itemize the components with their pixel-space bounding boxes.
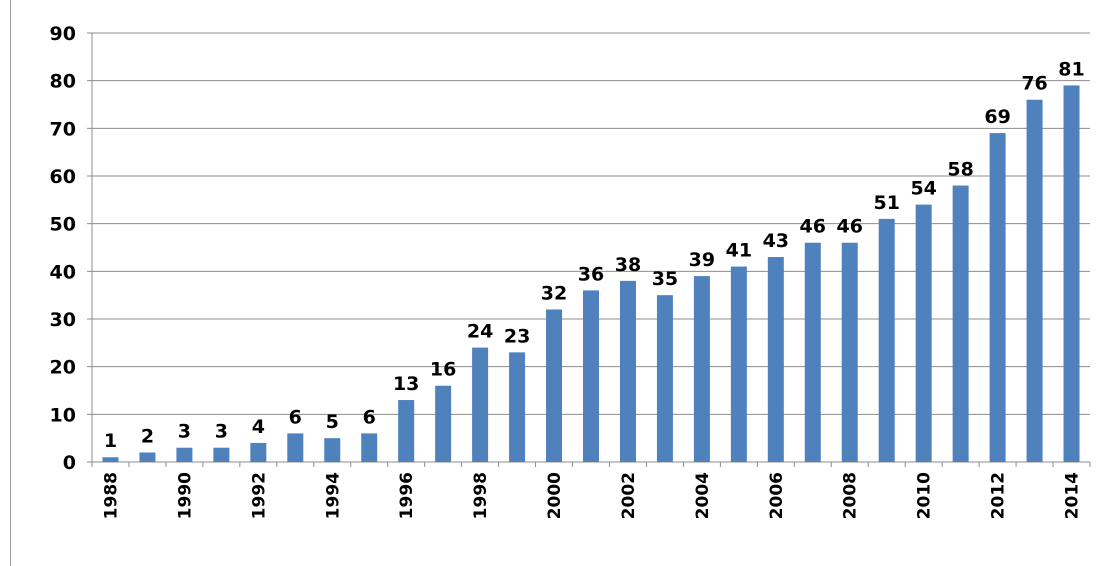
bar [546, 309, 563, 462]
x-tick-label: 2000 [545, 472, 565, 519]
y-tick-label: 10 [50, 404, 76, 426]
x-tick-label: 2010 [915, 472, 935, 519]
bar [213, 447, 230, 462]
data-label: 4 [252, 416, 265, 438]
x-tick-label: 1996 [397, 472, 417, 519]
bar [841, 242, 858, 462]
bar [287, 433, 304, 462]
data-label: 76 [1021, 73, 1047, 95]
data-label: 23 [504, 325, 530, 347]
data-label: 5 [326, 411, 339, 433]
data-label: 35 [652, 268, 678, 290]
bar [435, 385, 452, 462]
y-tick-label: 30 [50, 309, 76, 331]
bar [398, 400, 415, 462]
x-tick-label: 2002 [619, 472, 639, 519]
data-label: 54 [910, 178, 936, 200]
data-label: 2 [141, 425, 154, 447]
bar [767, 257, 784, 462]
bar [176, 447, 193, 462]
bar [730, 266, 747, 462]
x-tick-label: 2014 [1063, 472, 1083, 519]
data-label: 46 [837, 216, 863, 238]
y-tick-label: 40 [50, 261, 76, 283]
data-label: 6 [363, 406, 376, 428]
bar [250, 442, 267, 462]
bar [583, 290, 599, 462]
x-tick-label: 2012 [989, 472, 1009, 519]
bar [509, 352, 526, 462]
bar [361, 433, 378, 462]
bar [989, 133, 1006, 462]
data-label: 13 [393, 373, 419, 395]
x-tick-label: 1992 [249, 472, 269, 519]
left-border-line [10, 0, 11, 566]
x-tick-label: 1990 [175, 472, 195, 519]
data-label: 81 [1058, 58, 1084, 80]
bar [952, 185, 969, 463]
data-label: 36 [578, 263, 604, 285]
bar [1063, 85, 1080, 462]
bar [804, 242, 821, 462]
bar [139, 452, 156, 462]
y-tick-label: 20 [50, 357, 76, 379]
bar [619, 280, 636, 462]
y-tick-label: 80 [50, 71, 76, 93]
x-tick-label: 1994 [323, 472, 343, 519]
y-tick-label: 90 [50, 23, 76, 45]
data-label: 39 [689, 249, 715, 271]
x-tick-label: 2006 [767, 472, 787, 519]
x-tick-label: 2008 [841, 472, 861, 519]
x-tick-label: 1998 [471, 472, 491, 519]
bar [102, 457, 119, 462]
bar [693, 276, 710, 462]
bar [656, 295, 673, 462]
data-label: 16 [430, 359, 456, 381]
data-label: 3 [215, 421, 228, 443]
y-tick-label: 60 [50, 166, 76, 188]
data-label: 38 [615, 254, 641, 276]
y-tick-label: 50 [50, 214, 76, 236]
y-tick-label: 70 [50, 118, 76, 140]
x-tick-label: 1988 [101, 472, 121, 519]
data-label: 1 [104, 430, 117, 452]
bar [1026, 99, 1043, 462]
bar [472, 347, 489, 462]
bar [915, 204, 932, 462]
data-label: 69 [984, 106, 1010, 128]
data-label: 3 [178, 421, 191, 443]
x-tick-label: 2004 [693, 472, 713, 519]
data-label: 41 [726, 240, 752, 262]
data-label: 6 [289, 406, 302, 428]
data-label: 58 [947, 159, 973, 181]
data-label: 51 [873, 192, 899, 214]
bar [878, 218, 895, 462]
data-label: 24 [467, 321, 493, 343]
y-tick-label: 0 [63, 452, 76, 474]
data-label: 43 [763, 230, 789, 252]
data-label: 32 [541, 282, 567, 304]
bar [324, 438, 341, 462]
data-label: 46 [800, 216, 826, 238]
